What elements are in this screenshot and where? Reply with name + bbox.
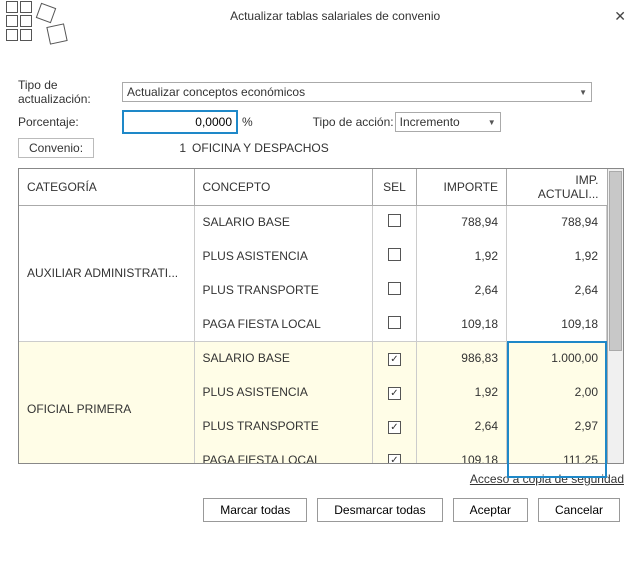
cell-imp-act: 1,92 — [507, 239, 607, 273]
cell-sel[interactable]: ✓ — [373, 375, 417, 409]
th-sel[interactable]: SEL — [373, 169, 417, 205]
pct-field-wrapper — [122, 110, 238, 134]
select-tipo[interactable]: Actualizar conceptos económicos ▼ — [122, 82, 592, 102]
cell-sel[interactable]: ✓ — [373, 341, 417, 375]
cell-categoria: OFICIAL PRIMERA — [19, 341, 194, 463]
cell-sel[interactable] — [373, 273, 417, 307]
close-icon[interactable]: ✕ — [606, 4, 634, 29]
table-row[interactable]: OFICIAL PRIMERASALARIO BASE✓986,831.000,… — [19, 341, 607, 375]
window-title: Actualizar tablas salariales de convenio — [64, 9, 606, 23]
cell-sel[interactable] — [373, 205, 417, 239]
row-tipo: Tipo de actualización: Actualizar concep… — [18, 78, 624, 106]
scrollbar-thumb[interactable] — [609, 171, 622, 351]
cell-importe: 788,94 — [417, 205, 507, 239]
cell-sel[interactable] — [373, 239, 417, 273]
cell-concepto: SALARIO BASE — [194, 205, 373, 239]
label-tipo: Tipo de actualización: — [18, 78, 122, 106]
cancelar-button[interactable]: Cancelar — [538, 498, 620, 522]
th-concepto[interactable]: CONCEPTO — [194, 169, 373, 205]
marcar-todas-button[interactable]: Marcar todas — [203, 498, 307, 522]
checkbox-icon[interactable]: ✓ — [388, 387, 401, 400]
cell-imp-act: 2,00 — [507, 375, 607, 409]
chevron-down-icon: ▼ — [579, 88, 587, 97]
label-pct: Porcentaje: — [18, 115, 78, 129]
cell-sel[interactable]: ✓ — [373, 443, 417, 463]
th-imp-act[interactable]: IMP. ACTUALI... — [507, 169, 607, 205]
backup-link-row: Acceso a copia de seguridad — [18, 472, 624, 486]
cell-concepto: PLUS ASISTENCIA — [194, 375, 373, 409]
salary-table-wrapper: CATEGORÍA CONCEPTO SEL IMPORTE IMP. ACTU… — [18, 168, 624, 464]
th-categoria[interactable]: CATEGORÍA — [19, 169, 194, 205]
backup-link[interactable]: Acceso a copia de seguridad — [470, 472, 624, 486]
select-accion-value: Incremento — [400, 115, 460, 129]
pct-suffix: % — [242, 115, 253, 129]
cell-concepto: PAGA FIESTA LOCAL — [194, 307, 373, 341]
cell-imp-act: 2,64 — [507, 273, 607, 307]
convenio-name: OFICINA Y DESPACHOS — [192, 141, 329, 155]
vertical-scrollbar[interactable] — [607, 169, 623, 463]
convenio-id: 1 — [98, 141, 192, 155]
label-convenio: Convenio: — [18, 138, 94, 158]
checkbox-icon[interactable] — [388, 316, 401, 329]
cell-importe: 2,64 — [417, 273, 507, 307]
checkbox-icon[interactable] — [388, 282, 401, 295]
cell-imp-act: 788,94 — [507, 205, 607, 239]
select-tipo-value: Actualizar conceptos económicos — [127, 85, 305, 99]
cell-importe: 1,92 — [417, 375, 507, 409]
cell-concepto: PLUS ASISTENCIA — [194, 239, 373, 273]
button-bar: Marcar todas Desmarcar todas Aceptar Can… — [18, 498, 624, 522]
dialog-content: Tipo de actualización: Actualizar concep… — [0, 32, 642, 532]
cell-imp-act: 111,25 — [507, 443, 607, 463]
checkbox-icon[interactable]: ✓ — [388, 421, 401, 434]
label-accion: Tipo de acción: — [313, 115, 395, 129]
cell-sel[interactable]: ✓ — [373, 409, 417, 443]
cell-imp-act: 109,18 — [507, 307, 607, 341]
chevron-down-icon: ▼ — [488, 118, 496, 127]
app-logo — [4, 1, 64, 51]
cell-importe: 2,64 — [417, 409, 507, 443]
checkbox-icon[interactable]: ✓ — [388, 454, 401, 463]
cell-concepto: PLUS TRANSPORTE — [194, 273, 373, 307]
th-importe[interactable]: IMPORTE — [417, 169, 507, 205]
cell-importe: 109,18 — [417, 307, 507, 341]
salary-table: CATEGORÍA CONCEPTO SEL IMPORTE IMP. ACTU… — [19, 169, 607, 463]
row-convenio: Convenio: 1 OFICINA Y DESPACHOS — [18, 138, 624, 158]
cell-concepto: PLUS TRANSPORTE — [194, 409, 373, 443]
checkbox-icon[interactable]: ✓ — [388, 353, 401, 366]
cell-importe: 1,92 — [417, 239, 507, 273]
aceptar-button[interactable]: Aceptar — [453, 498, 528, 522]
row-pct-accion: Porcentaje: % Tipo de acción: Incremento… — [18, 110, 624, 134]
cell-importe: 109,18 — [417, 443, 507, 463]
titlebar: Actualizar tablas salariales de convenio… — [0, 0, 642, 32]
cell-categoria: AUXILIAR ADMINISTRATI... — [19, 205, 194, 341]
cell-imp-act: 2,97 — [507, 409, 607, 443]
cell-importe: 986,83 — [417, 341, 507, 375]
select-accion[interactable]: Incremento ▼ — [395, 112, 501, 132]
cell-sel[interactable] — [373, 307, 417, 341]
table-header-row: CATEGORÍA CONCEPTO SEL IMPORTE IMP. ACTU… — [19, 169, 607, 205]
table-row[interactable]: AUXILIAR ADMINISTRATI...SALARIO BASE788,… — [19, 205, 607, 239]
checkbox-icon[interactable] — [388, 214, 401, 227]
cell-concepto: PAGA FIESTA LOCAL — [194, 443, 373, 463]
checkbox-icon[interactable] — [388, 248, 401, 261]
cell-concepto: SALARIO BASE — [194, 341, 373, 375]
pct-input[interactable] — [124, 115, 236, 129]
desmarcar-todas-button[interactable]: Desmarcar todas — [317, 498, 442, 522]
cell-imp-act: 1.000,00 — [507, 341, 607, 375]
